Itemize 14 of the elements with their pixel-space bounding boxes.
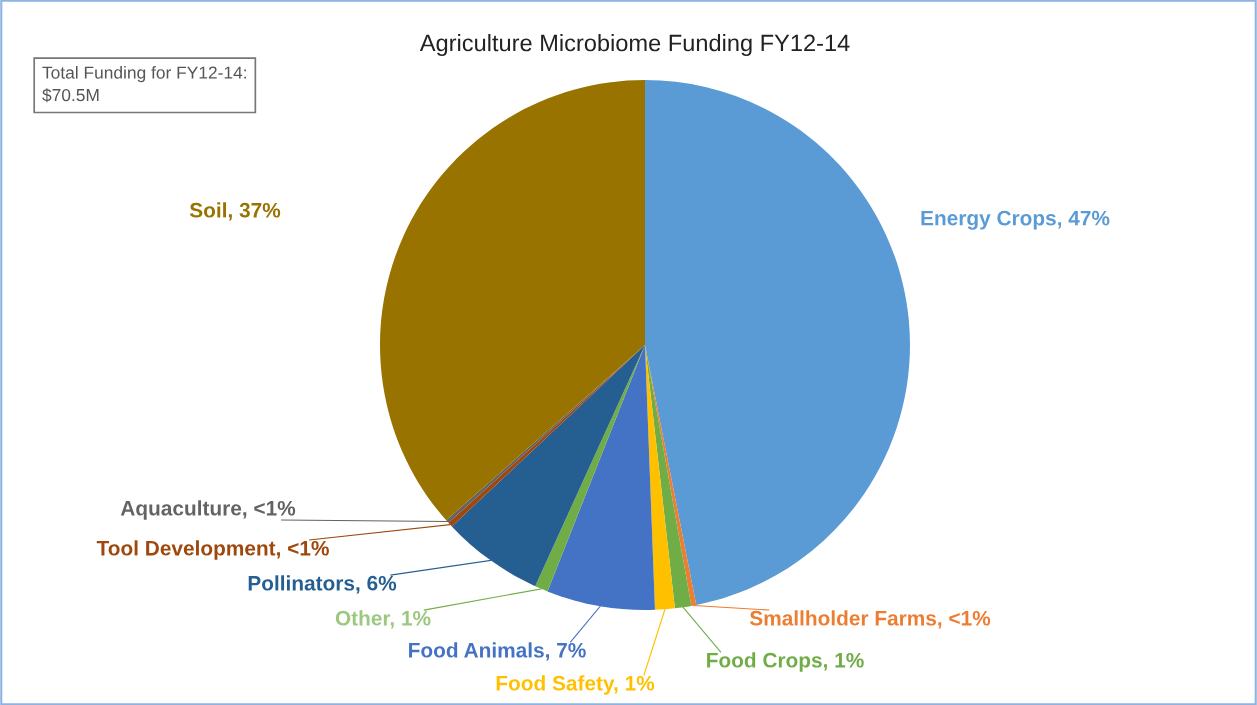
slice-label: Smallholder Farms, <1%	[749, 610, 991, 629]
pie-slice	[645, 80, 910, 605]
pie-slice	[380, 80, 645, 521]
slice-label: Tool Development, <1%	[96, 540, 329, 560]
slice-label: Soil, 37%	[189, 202, 281, 221]
slice-label: Food Crops, 1%	[707, 652, 864, 672]
text: Total Funding for FY12-14: $70.5M	[42, 66, 246, 103]
slice-label: Other, 1%	[335, 610, 431, 629]
chart-title: Agriculture Microbiome Funding FY12-14	[419, 34, 850, 56]
slice-label: Pollinators, 6%	[248, 575, 397, 594]
slice-label: Food Animals, 7%	[409, 642, 586, 661]
slice-label: Aquaculture, <1%	[120, 500, 296, 520]
slice-label: Food Safety, 1%	[496, 675, 655, 695]
slice-label: Energy Crops, 47%	[921, 210, 1110, 230]
